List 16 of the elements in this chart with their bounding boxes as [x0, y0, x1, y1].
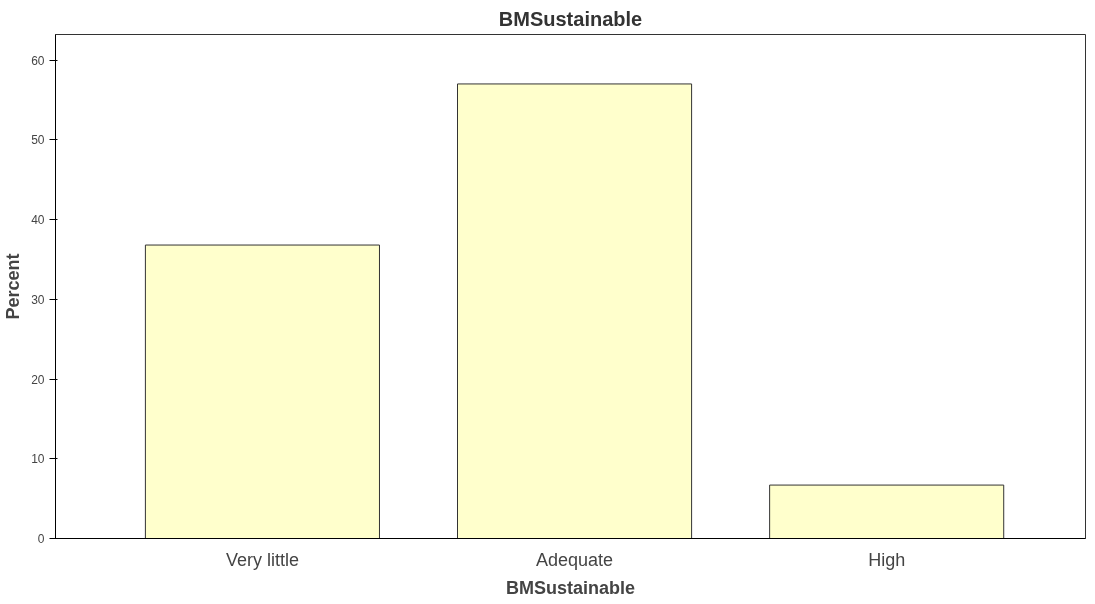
y-tick-label: 40 [31, 213, 45, 228]
x-tick-label: Adequate [536, 549, 614, 570]
y-tick-label: 50 [31, 133, 45, 148]
y-tick-label: 30 [31, 292, 45, 307]
y-tick-label: 20 [31, 372, 45, 387]
x-axis-title: BMSustainable [505, 577, 636, 598]
y-axis-title: Percent [3, 253, 24, 320]
bar [457, 83, 693, 539]
y-tick-label: 60 [31, 53, 45, 68]
y-tick-label: 0 [37, 532, 45, 546]
bar [144, 244, 380, 539]
y-tick-label: 10 [31, 452, 45, 467]
chart-title: BMSustainable [498, 7, 643, 30]
x-tick-label: High [868, 549, 906, 570]
x-tick-label: Very little [225, 549, 299, 570]
bar [769, 484, 1005, 539]
